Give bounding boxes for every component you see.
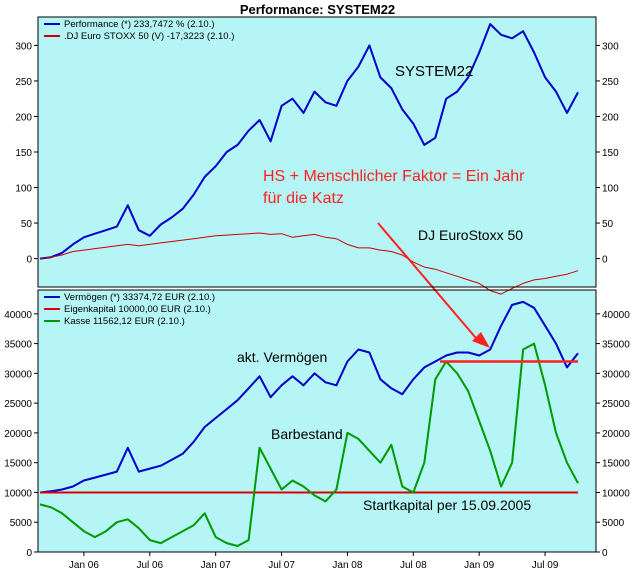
y-tick-label-left: 15000	[4, 459, 32, 470]
y-tick-label-left: 20000	[4, 429, 32, 440]
y-tick-label-right: 150	[602, 148, 619, 159]
y-tick-label-left: 50	[21, 219, 33, 230]
x-tick-label: Jul 07	[268, 560, 295, 571]
cash-balance-label: Barbestand	[271, 426, 343, 442]
y-tick-label-right: 5000	[602, 518, 625, 529]
y-tick-label-right: 10000	[602, 488, 630, 499]
y-tick-label-right: 50	[602, 219, 614, 230]
y-tick-label-left: 5000	[10, 518, 33, 529]
y-tick-label-right: 100	[602, 184, 619, 195]
chart-title: Performance: SYSTEM22	[239, 2, 396, 17]
legend-entry: Performance (*) 233,7472 % (2.10.)	[64, 19, 215, 30]
panel-2-frame	[37, 289, 597, 553]
system-label: SYSTEM22	[395, 63, 473, 80]
y-tick-label-left: 100	[15, 184, 32, 195]
y-tick-label-left: 200	[15, 112, 32, 123]
headline-annotation-line1: HS + Menschlicher Faktor = Ein Jahr	[263, 168, 525, 185]
x-tick-label: Jan 09	[464, 560, 494, 571]
x-tick-label: Jan 08	[332, 560, 362, 571]
y-tick-label-left: 0	[26, 548, 32, 559]
series-line-2-3	[39, 342, 579, 547]
legend-entry: .DJ Euro STOXX 50 (V) -17,3223 (2.10.)	[64, 31, 234, 42]
y-tick-label-right: 0	[602, 255, 608, 266]
y-tick-label-left: 250	[15, 77, 32, 88]
y-tick-label-left: 40000	[4, 310, 32, 321]
start-capital-label: Startkapital per 15.09.2005	[363, 497, 531, 513]
x-tick-label: Jan 06	[69, 560, 99, 571]
x-tick-label: Jul 08	[400, 560, 427, 571]
y-tick-label-right: 25000	[602, 399, 630, 410]
annotation-arrowhead	[472, 332, 490, 348]
y-tick-label-right: 20000	[602, 429, 630, 440]
y-tick-label-left: 150	[15, 148, 32, 159]
y-tick-label-right: 30000	[602, 369, 630, 380]
legend-entry: Kasse 11562,12 EUR (2.10.)	[64, 316, 185, 327]
x-tick-label: Jan 07	[201, 560, 231, 571]
y-tick-label-right: 15000	[602, 459, 630, 470]
annotation-arrow	[377, 222, 482, 345]
y-tick-label-right: 200	[602, 112, 619, 123]
series-line-1-1	[39, 23, 579, 260]
series-line-2-1	[39, 300, 579, 494]
y-tick-label-left: 25000	[4, 399, 32, 410]
x-tick-label: Jul 09	[532, 560, 559, 571]
panel-1-background	[37, 16, 597, 288]
y-tick-label-left: 10000	[4, 488, 32, 499]
legend-entry: Vermögen (*) 33374,72 EUR (2.10.)	[64, 292, 215, 303]
y-tick-label-left: 300	[15, 41, 32, 52]
y-tick-label-left: 30000	[4, 369, 32, 380]
headline-annotation-line2: für die Katz	[263, 190, 344, 207]
y-tick-label-right: 35000	[602, 340, 630, 351]
series-line-1-2	[39, 232, 579, 295]
panel-1-frame	[37, 16, 597, 288]
current-wealth-label: akt. Vermögen	[237, 349, 327, 365]
y-tick-label-right: 250	[602, 77, 619, 88]
legend-entry: Eigenkapital 10000,00 EUR (2.10.)	[64, 304, 211, 315]
x-tick-label: Jul 06	[136, 560, 163, 571]
y-tick-label-right: 40000	[602, 310, 630, 321]
y-tick-label-left: 35000	[4, 340, 32, 351]
dj-eurostoxx-label: DJ EuroStoxx 50	[418, 227, 523, 243]
y-tick-label-right: 0	[602, 548, 608, 559]
y-tick-label-left: 0	[26, 255, 32, 266]
y-tick-label-right: 300	[602, 41, 619, 52]
